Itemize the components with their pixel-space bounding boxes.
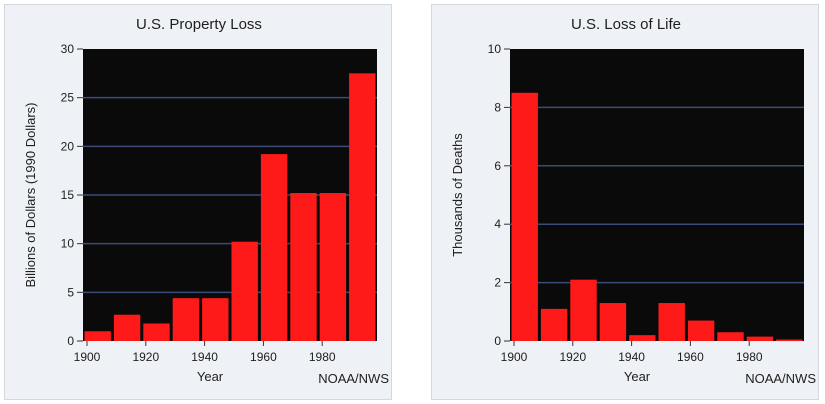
y-tick-label: 0 (67, 334, 74, 348)
bar-1980s (746, 336, 774, 341)
x-tick-label: 1920 (559, 350, 586, 364)
y-tick-label: 10 (61, 237, 75, 251)
bar-1940s (629, 335, 656, 341)
property-loss-chart: U.S. Property Loss 0 5 10 15 20 25 30 1900 1920 19… (23, 16, 389, 386)
bar-1970s (717, 332, 744, 341)
bar-1900s (511, 92, 538, 341)
x-tick-label: 1940 (191, 350, 218, 364)
chart-title: U.S. Property Loss (136, 16, 262, 33)
x-tick-label: 1980 (309, 350, 336, 364)
bar-1950s (658, 303, 685, 341)
bar-1990s (349, 73, 376, 341)
bar-1940s (202, 298, 229, 341)
x-axis-label: Year (197, 369, 224, 384)
bar-1990s (776, 339, 803, 341)
x-tick-label: 1900 (501, 350, 528, 364)
source-credit: NOAA/NWS (745, 371, 816, 386)
loss-of-life-chart: U.S. Loss of Life 0 2 4 6 8 10 1900 1920 1940 1960… (450, 16, 816, 386)
bar-1960s (687, 320, 715, 341)
bar-1930s (599, 303, 627, 341)
x-tick-label: 1960 (677, 350, 704, 364)
bar-1910s (113, 314, 141, 341)
y-tick-label: 8 (494, 100, 501, 114)
y-tick-label: 4 (494, 217, 501, 231)
x-tick-label: 1920 (132, 350, 159, 364)
bar-1960s (260, 154, 288, 341)
bar-1900s (84, 331, 111, 341)
y-tick-label: 15 (61, 188, 75, 202)
y-tick-label: 30 (61, 42, 75, 56)
x-tick-label: 1980 (736, 350, 763, 364)
y-tick-label: 25 (61, 91, 75, 105)
source-credit: NOAA/NWS (318, 371, 389, 386)
y-tick-label: 10 (488, 42, 502, 56)
chart-title: U.S. Loss of Life (571, 16, 681, 33)
y-axis-label: Thousands of Deaths (450, 133, 465, 257)
plot-area (510, 49, 804, 341)
x-tick-label: 1960 (250, 350, 277, 364)
y-tick-label: 20 (61, 139, 75, 153)
bar-1930s (172, 298, 200, 341)
x-axis-label: Year (624, 369, 651, 384)
loss-of-life-panel: U.S. Loss of Life 0 2 4 6 8 10 1900 1920 1940 1960… (431, 4, 819, 400)
bar-1920s (570, 279, 597, 341)
bar-1980s (319, 193, 347, 341)
property-loss-panel: U.S. Property Loss 0 5 10 15 20 25 30 1900 1920 19… (4, 4, 392, 400)
bar-1970s (290, 193, 317, 341)
y-tick-label: 2 (494, 276, 501, 290)
y-tick-label: 6 (494, 159, 501, 173)
bar-1910s (540, 308, 568, 341)
bar-1950s (231, 241, 258, 341)
y-tick-label: 0 (494, 334, 501, 348)
bar-1920s (143, 323, 170, 341)
x-tick-label: 1940 (618, 350, 645, 364)
x-tick-label: 1900 (74, 350, 101, 364)
y-axis-label: Billions of Dollars (1990 Dollars) (23, 103, 38, 288)
y-tick-label: 5 (67, 285, 74, 299)
